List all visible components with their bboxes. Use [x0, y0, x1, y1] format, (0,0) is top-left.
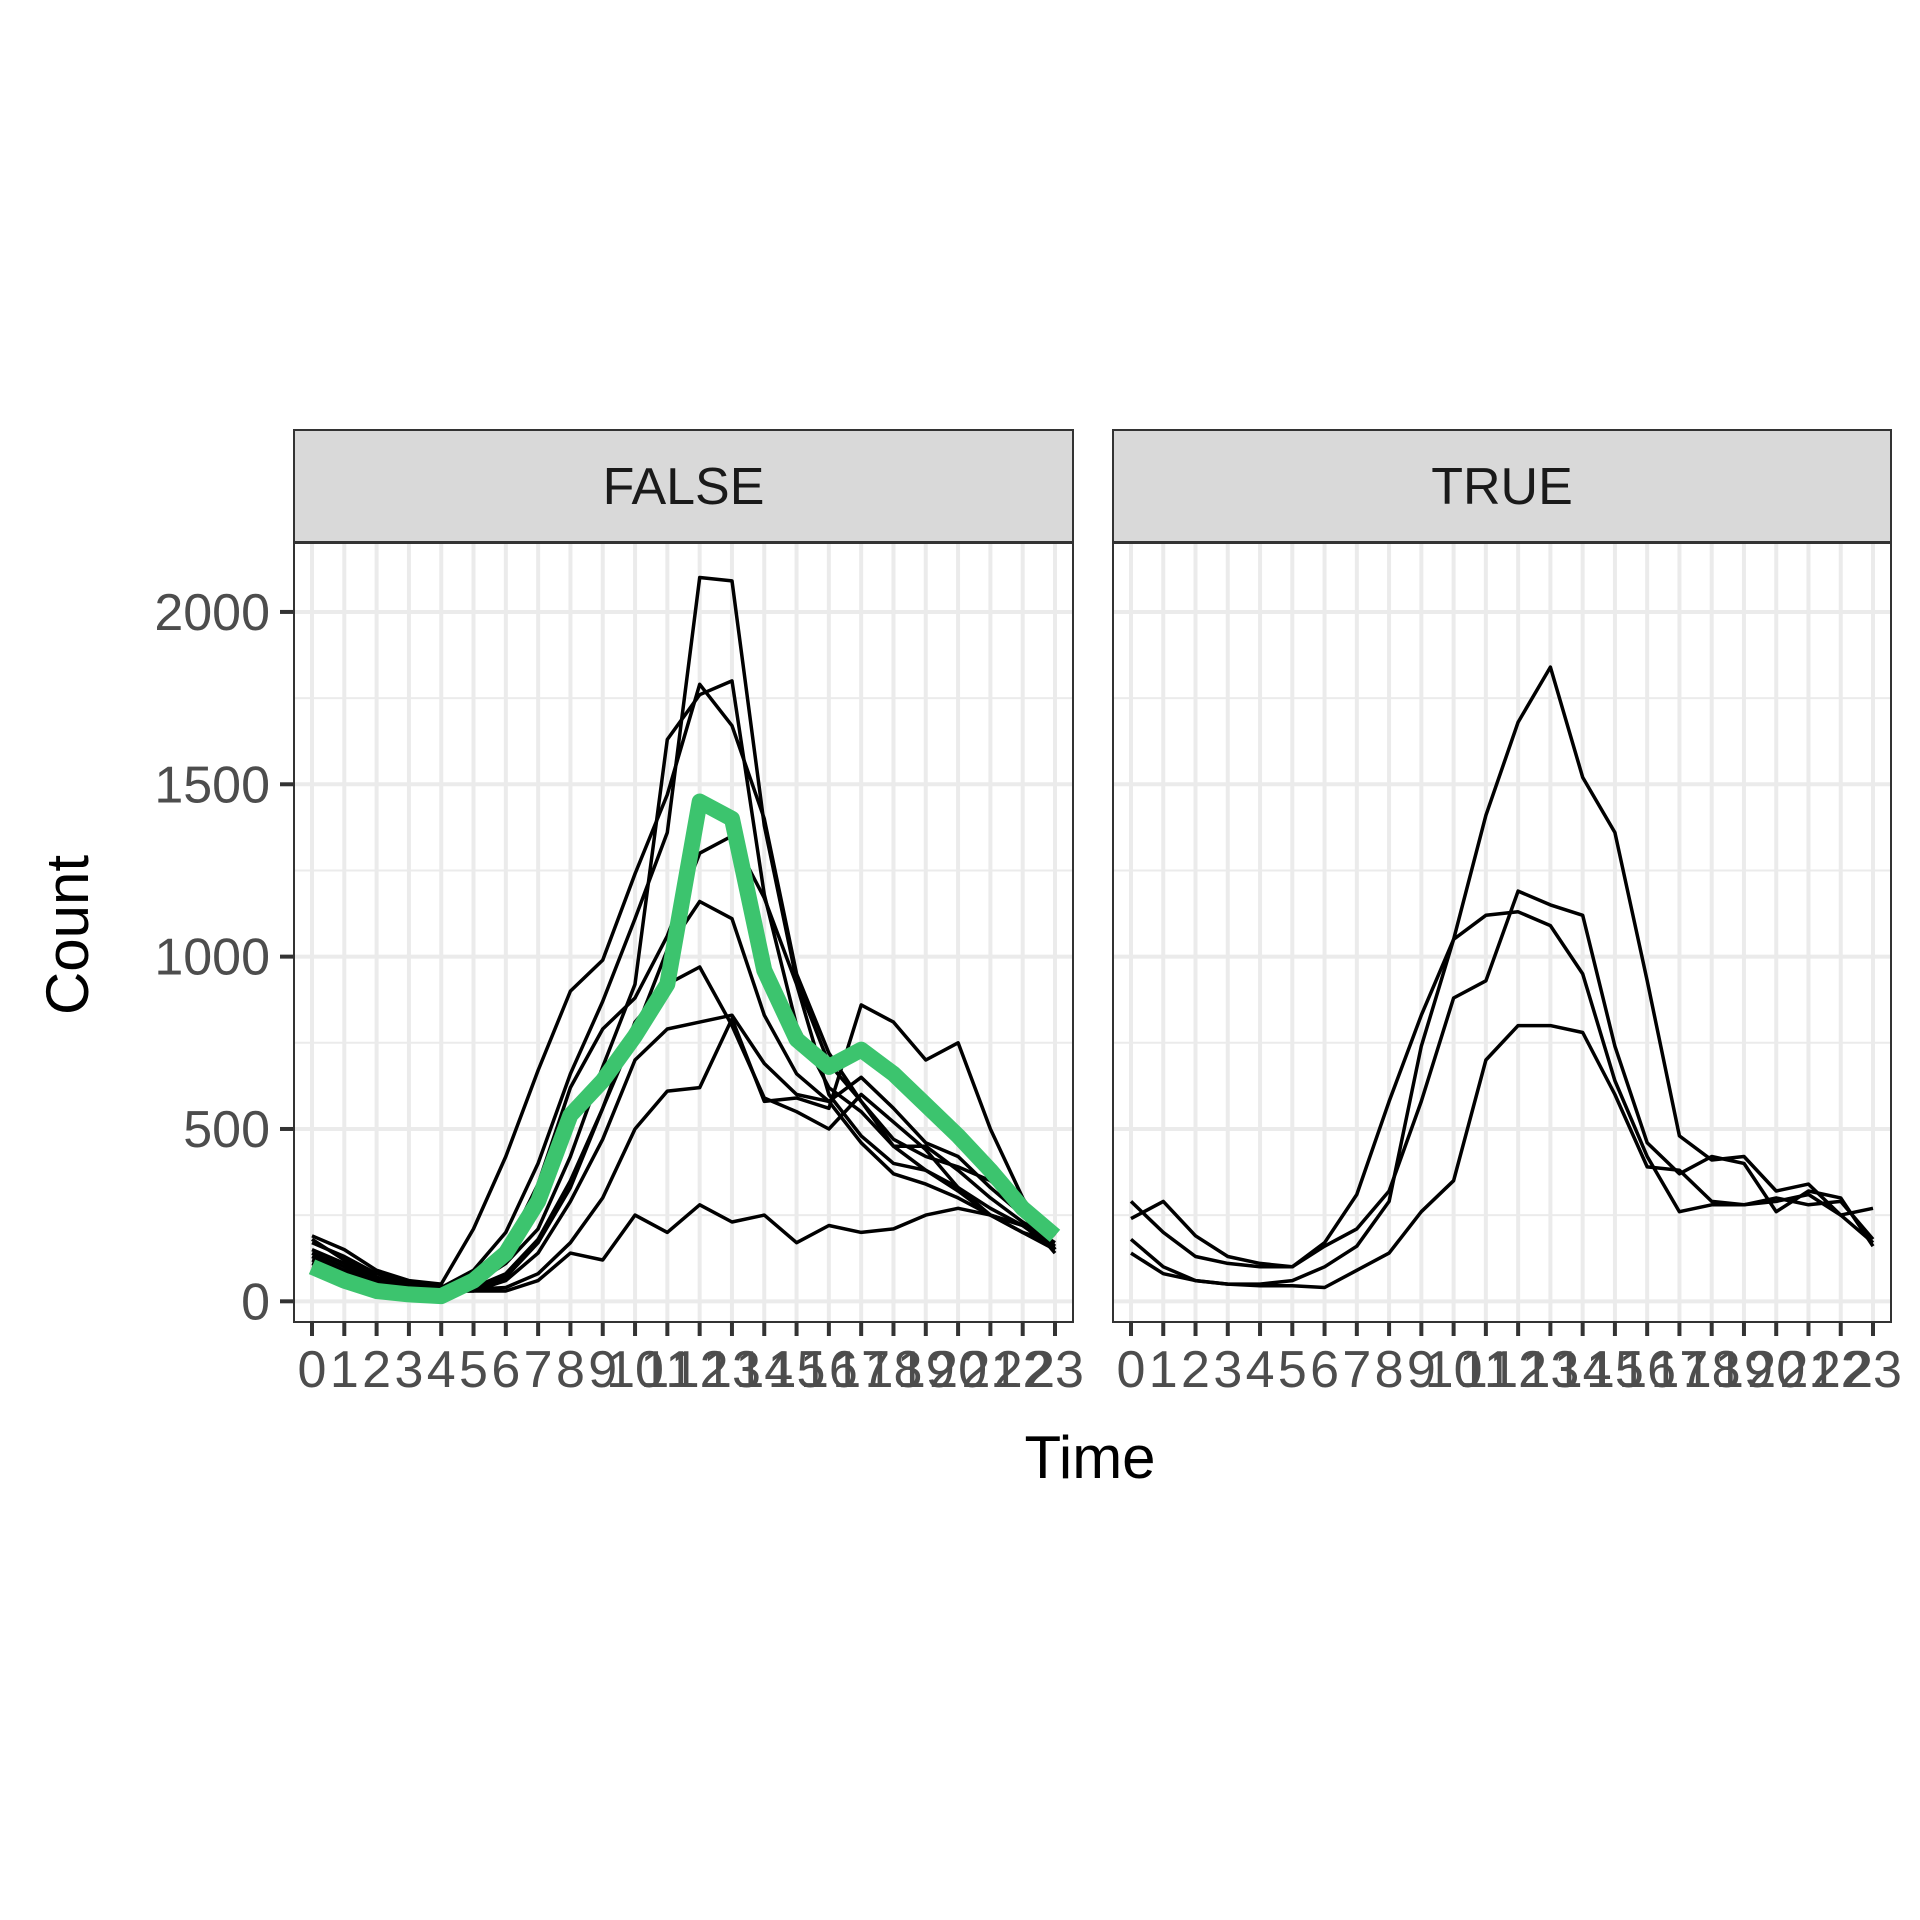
x-tick-label: 23 [1844, 1341, 1902, 1399]
facet-strip-label: FALSE [603, 458, 765, 516]
facet-strip [293, 429, 1074, 543]
x-tick-label: 3 [394, 1341, 423, 1399]
x-tick-label: 2 [362, 1341, 391, 1399]
x-tick-label: 20 [1747, 1341, 1805, 1399]
y-tick-label: 1000 [154, 929, 270, 987]
x-tick-label: 2 [1181, 1341, 1210, 1399]
y-tick-label: 0 [241, 1273, 270, 1331]
x-tick-label: 15 [1586, 1341, 1644, 1399]
x-tick-label: 0 [1117, 1341, 1146, 1399]
x-tick-label: 19 [897, 1341, 955, 1399]
x-tick-label: 5 [459, 1341, 488, 1399]
x-tick-label: 1 [330, 1341, 359, 1399]
x-tick-label: 14 [735, 1341, 793, 1399]
x-tick-label: 13 [703, 1341, 761, 1399]
x-tick-label: 18 [865, 1341, 923, 1399]
x-tick-label: 22 [1812, 1341, 1870, 1399]
x-tick-label: 13 [1521, 1341, 1579, 1399]
x-tick-label: 1 [1149, 1341, 1178, 1399]
y-tick-label: 2000 [154, 584, 270, 642]
x-tick-label: 9 [588, 1341, 617, 1399]
x-tick-label: 10 [606, 1341, 664, 1399]
x-tick-label: 14 [1554, 1341, 1612, 1399]
x-tick-label: 3 [1213, 1341, 1242, 1399]
x-tick-label: 17 [1651, 1341, 1709, 1399]
x-tick-label: 7 [1342, 1341, 1371, 1399]
x-tick-label: 10 [1425, 1341, 1483, 1399]
x-tick-label: 20 [929, 1341, 987, 1399]
facet-strip-label: TRUE [1431, 458, 1573, 516]
x-tick-label: 4 [1246, 1341, 1275, 1399]
x-tick-label: 23 [1026, 1341, 1084, 1399]
series-line [311, 679, 1056, 1290]
y-tick-label: 1500 [154, 756, 270, 814]
x-tick-label: 16 [800, 1341, 858, 1399]
x-tick-label: 22 [994, 1341, 1052, 1399]
panel-border [293, 542, 1074, 1323]
x-tick-label: 11 [1459, 1341, 1513, 1399]
x-tick-label: 15 [768, 1341, 826, 1399]
x-tick-label: 6 [1310, 1341, 1339, 1399]
x-tick-label: 8 [556, 1341, 585, 1399]
x-tick-label: 12 [1489, 1341, 1547, 1399]
x-axis-title: Time [1024, 1424, 1155, 1491]
x-tick-label: 4 [427, 1341, 456, 1399]
x-tick-label: 5 [1278, 1341, 1307, 1399]
x-tick-label: 11 [640, 1341, 694, 1399]
series-line [1129, 889, 1875, 1269]
x-tick-label: 7 [524, 1341, 553, 1399]
x-tick-label: 21 [961, 1341, 1019, 1399]
x-tick-label: 9 [1407, 1341, 1436, 1399]
series-line [1130, 1023, 1874, 1290]
y-axis-title: Count [34, 855, 101, 1015]
series-line-highlight [308, 793, 1061, 1305]
x-tick-label: 8 [1375, 1341, 1404, 1399]
x-tick-label: 18 [1683, 1341, 1741, 1399]
x-tick-label: 12 [671, 1341, 729, 1399]
x-tick-label: 17 [832, 1341, 890, 1399]
x-tick-label: 6 [491, 1341, 520, 1399]
x-tick-label: 0 [298, 1341, 327, 1399]
y-tick-label: 500 [183, 1101, 270, 1159]
x-tick-label: 16 [1618, 1341, 1676, 1399]
x-tick-label: 19 [1715, 1341, 1773, 1399]
x-tick-label: 21 [1780, 1341, 1838, 1399]
panel-border [1112, 542, 1892, 1323]
facet-strip [1112, 429, 1892, 543]
series-line [1130, 665, 1875, 1269]
